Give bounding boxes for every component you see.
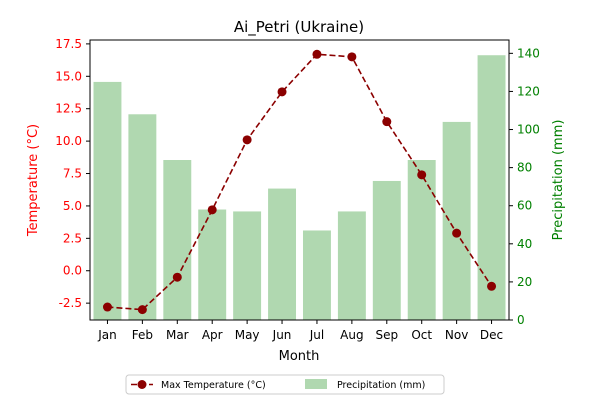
y-right-tick-label: 40	[517, 237, 532, 251]
legend-bar-swatch	[305, 379, 327, 389]
temperature-point	[347, 52, 357, 62]
y-left-tick-label: 10.0	[55, 134, 82, 148]
precipitation-bar	[477, 55, 506, 320]
legend-label-precipitation: Precipitation (mm)	[337, 380, 425, 391]
temperature-point	[137, 305, 147, 315]
y-right-tick-label: 100	[517, 123, 540, 137]
temperature-point	[382, 117, 392, 127]
x-axis-label: Month	[279, 349, 320, 364]
precipitation-bar	[93, 81, 122, 321]
line-layer	[102, 49, 497, 315]
temperature-point	[172, 272, 182, 282]
x-tick-label: Mar	[166, 328, 189, 342]
y-right-tick-label: 0	[517, 313, 525, 327]
y-right-tick-label: 20	[517, 275, 532, 289]
x-tick-label: Dec	[480, 328, 503, 342]
y-right-tick-label: 80	[517, 161, 532, 175]
y-right-tick-label: 140	[517, 46, 540, 60]
axes-layer: Jan Feb Mar Apr May Jun Jul Aug Sep Oct Nov Dec -2.5…	[55, 37, 540, 342]
precipitation-bar	[128, 114, 157, 321]
temperature-point	[102, 302, 112, 312]
temperature-point	[487, 281, 497, 291]
precipitation-bar	[302, 230, 331, 320]
x-tick-label: Jun	[272, 328, 292, 342]
precipitation-bar	[233, 211, 262, 320]
y-axis-right-label: Precipitation (mm)	[551, 120, 566, 241]
temperature-point	[312, 49, 322, 59]
temperature-point	[452, 228, 462, 238]
y-right-tick-label: 60	[517, 199, 532, 213]
y-right-tick-label: 120	[517, 84, 540, 98]
y-left-tick-label: 5.0	[63, 199, 82, 213]
legend-line-marker	[137, 380, 147, 389]
x-tick-label: Aug	[340, 328, 363, 342]
y-left-tick-label: 7.5	[63, 167, 82, 181]
precipitation-bar	[163, 160, 192, 320]
x-tick-label: Apr	[202, 328, 223, 342]
precipitation-bar	[337, 211, 366, 320]
bars-layer	[93, 55, 506, 321]
precipitation-bar	[407, 160, 436, 320]
legend-label-temperature: Max Temperature (°C)	[161, 380, 266, 391]
x-tick-label: Nov	[445, 328, 468, 342]
temperature-point	[207, 205, 217, 215]
x-tick-label: Feb	[132, 328, 153, 342]
y-axis-left-label: Temperature (°C)	[26, 124, 41, 237]
precipitation-bar	[268, 188, 297, 320]
y-left-tick-label: 12.5	[55, 102, 82, 116]
chart-title: Ai_Petri (Ukraine)	[234, 18, 364, 37]
x-tick-label: Sep	[375, 328, 398, 342]
legend-box	[125, 374, 445, 395]
temperature-point	[277, 87, 287, 97]
x-tick-label: May	[235, 328, 260, 342]
legend: Max Temperature (°C) Precipitation (mm)	[125, 374, 445, 395]
y-left-tick-label: -2.5	[59, 296, 82, 310]
x-tick-label: Jan	[97, 328, 117, 342]
x-tick-label: Jul	[309, 328, 324, 342]
temperature-point	[417, 170, 427, 180]
precipitation-bar	[372, 180, 401, 320]
y-left-tick-label: 15.0	[55, 69, 82, 83]
y-left-tick-label: 17.5	[55, 37, 82, 51]
temperature-point	[242, 135, 252, 145]
y-left-tick-label: 0.0	[63, 264, 82, 278]
precipitation-bar	[198, 209, 227, 320]
x-tick-label: Oct	[411, 328, 432, 342]
y-left-tick-label: 2.5	[63, 231, 82, 245]
plot-frame	[89, 39, 510, 321]
precipitation-bar	[442, 121, 471, 321]
temperature-line	[107, 53, 493, 311]
